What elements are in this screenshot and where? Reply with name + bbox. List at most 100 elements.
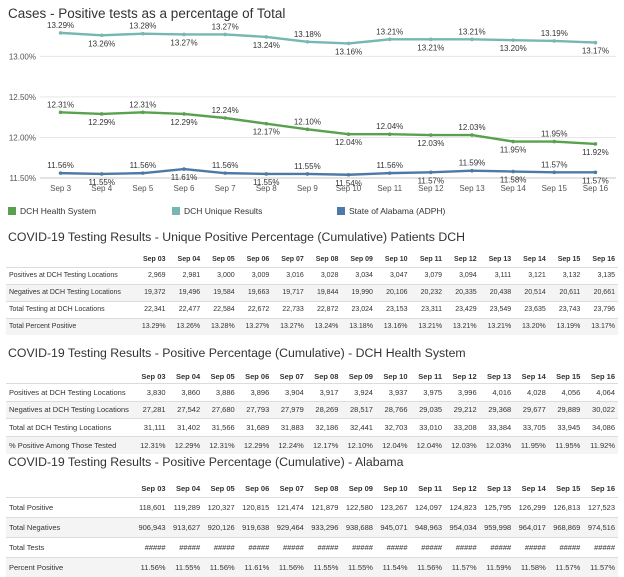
table-cell: 11.58% <box>514 556 549 577</box>
table-cell: 28,766 <box>375 400 411 419</box>
table-cell: 19,844 <box>306 283 342 301</box>
table-cell: 13.27% <box>272 317 307 335</box>
data-label: 11.59% <box>459 159 486 168</box>
data-label: 11.56% <box>376 161 403 170</box>
table-cell: 3,121 <box>514 266 549 284</box>
data-label: 13.26% <box>88 39 115 48</box>
row-label: Positives at DCH Testing Locations <box>6 383 134 401</box>
header-cell: Sep 14 <box>521 483 546 493</box>
table-row: Negatives at DCH Testing Locations 19,372… <box>6 283 618 301</box>
data-label: 13.20% <box>500 44 527 53</box>
table-cell: 121,879 <box>306 496 342 517</box>
table-cell: 2,969 <box>134 266 169 284</box>
x-tick-label: Sep 14 <box>500 184 526 193</box>
data-point <box>99 112 104 116</box>
data-point <box>470 168 474 173</box>
header-cell: Sep 03 <box>141 483 166 493</box>
table-cell: 3,034 <box>341 266 376 284</box>
data-label: 13.21% <box>458 27 485 36</box>
data-point <box>593 170 598 175</box>
header-cell: Sep 11 <box>419 256 443 264</box>
table-cell: 32,441 <box>341 418 376 436</box>
header-cell: Sep 07 <box>279 371 304 381</box>
table-cell: 13.21% <box>479 317 515 335</box>
table-cell: 120,327 <box>203 496 238 517</box>
table-cell: 31,402 <box>168 418 204 436</box>
header-cell: Sep 15 <box>556 371 581 381</box>
x-tick-label: Sep 3 <box>50 184 71 193</box>
header-cell: Sep 09 <box>350 256 373 264</box>
table-cell: 31,566 <box>203 418 238 436</box>
table-cell: 4,056 <box>548 383 584 401</box>
table-cell: 13.16% <box>375 317 411 335</box>
header-cell: Sep 06 <box>246 256 270 264</box>
table-cell: 12.31% <box>203 435 238 454</box>
chart-legend: DCH Health System DCH Unique Results State… <box>0 206 624 220</box>
table-cell: 3,009 <box>237 266 273 284</box>
data-point <box>182 112 186 116</box>
table-cell: 3,094 <box>445 266 480 284</box>
table-cell: 13.26% <box>168 317 204 335</box>
table-cell: 125,795 <box>479 496 515 517</box>
header-cell: Sep 12 <box>452 483 477 493</box>
table-cell: 20,661 <box>583 283 618 301</box>
table-cell: 3,860 <box>168 383 204 401</box>
data-label: 12.31% <box>129 100 156 109</box>
data-point <box>58 31 63 35</box>
data-point <box>305 172 310 176</box>
table-cell: 12.04% <box>410 435 446 454</box>
table-cell: 929,464 <box>272 516 307 537</box>
table-cell: 11.59% <box>479 556 515 577</box>
table-cell: 11.57% <box>548 556 584 577</box>
table-cell: 27,680 <box>203 400 238 419</box>
table-row: Total Percent Positive 13.29% 13.26% 13.28%… <box>6 317 618 335</box>
x-tick-label: Sep 5 <box>132 184 153 193</box>
table-cell: 3,135 <box>583 266 618 284</box>
header-cell: Sep 14 <box>523 256 546 264</box>
table-cell: 11.55% <box>306 556 342 577</box>
data-label: 11.54% <box>335 179 362 188</box>
legend-item: DCH Unique Results <box>172 206 262 216</box>
header-cell: Sep 04 <box>177 256 201 264</box>
table-row: Total Negatives 906,943 913,627 920,126 919,… <box>6 516 618 537</box>
data-table: Sep 03 Sep 04 Sep 05 Sep 06 Sep 07 Sep 08 Sep … <box>6 480 618 577</box>
data-label: 12.04% <box>335 138 362 147</box>
table-cell: 20,106 <box>375 283 411 301</box>
table-cell: ##### <box>375 536 411 557</box>
header-cell: Sep 06 <box>245 371 270 381</box>
table-cell: 11.56% <box>134 556 169 577</box>
table-cell: 23,549 <box>479 300 515 318</box>
table-cell: 13.24% <box>306 317 342 335</box>
data-point <box>223 116 227 120</box>
table-cell: 974,516 <box>583 516 618 537</box>
table-cell: 29,035 <box>410 400 446 419</box>
table-cell: 23,429 <box>445 300 480 318</box>
header-cell <box>6 369 134 384</box>
data-table: Sep 03 Sep 04 Sep 05 Sep 06 Sep 07 Sep 08 Sep … <box>6 253 618 335</box>
table-cell: 11.92% <box>583 435 618 454</box>
table-cell: 12.17% <box>306 435 342 454</box>
table-cell: 29,212 <box>445 400 480 419</box>
data-point <box>264 35 269 39</box>
data-point <box>429 170 433 175</box>
table-cell: 3,047 <box>375 266 411 284</box>
data-point <box>429 37 433 42</box>
header-cell: Sep 16 <box>590 483 615 493</box>
table-cell: 11.55% <box>341 556 376 577</box>
table-cell: 938,688 <box>341 516 376 537</box>
table-cell: 23,024 <box>341 300 376 318</box>
legend-swatch <box>172 207 180 215</box>
table-cell: 29,368 <box>479 400 515 419</box>
table-cell: 3,016 <box>272 266 307 284</box>
table-cell: 19,990 <box>341 283 376 301</box>
table-header-row: Sep 03 Sep 04 Sep 05 Sep 06 Sep 07 Sep 08 Sep … <box>6 480 618 497</box>
row-label: Negatives at DCH Testing Locations <box>6 283 134 301</box>
header-cell: Sep 10 <box>383 483 408 493</box>
table-cell: 3,917 <box>306 383 342 401</box>
data-label: 13.24% <box>253 41 280 50</box>
table-cell: 19,496 <box>168 283 204 301</box>
table-cell: 11.57% <box>583 556 618 577</box>
table-cell: 13.20% <box>514 317 549 335</box>
x-tick-label: Sep 16 <box>583 184 609 193</box>
table-cell: 3,924 <box>341 383 376 401</box>
